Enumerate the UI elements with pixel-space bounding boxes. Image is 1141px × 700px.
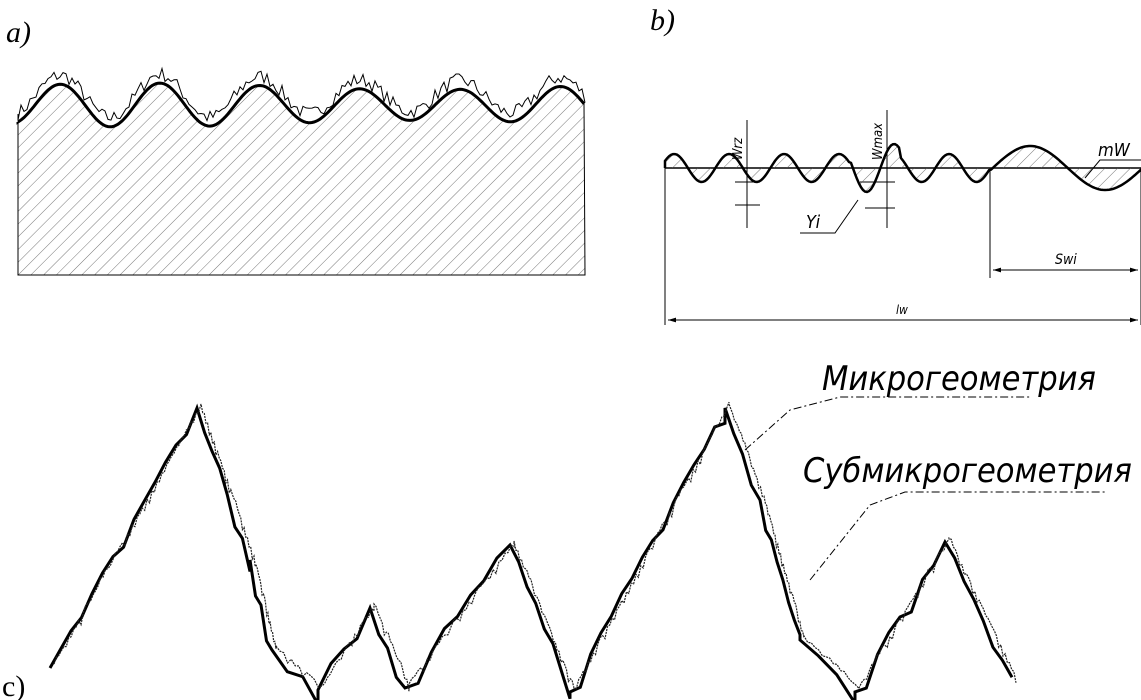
dim-label: Wmax (871, 122, 886, 160)
leader-line (809, 491, 1105, 581)
panel-label: c) (2, 670, 25, 700)
hatched-wave (665, 144, 1141, 192)
leader-line (800, 199, 859, 234)
wave (663, 142, 1141, 194)
dim-label: lw (896, 303, 908, 317)
dim-label: Wrz (731, 137, 746, 160)
panel-a (16, 66, 586, 276)
leader-line (744, 396, 1030, 451)
caption: Субмикрогеометрия (803, 451, 1132, 491)
panel-label: a) (6, 16, 31, 49)
panel-b: Wrz Wmax mW Yi Swi lw (663, 110, 1141, 325)
micro-profile (53, 401, 1017, 692)
submicro-profile (48, 403, 1014, 700)
dim-label: Swi (1055, 252, 1077, 268)
dim-label: mW (1098, 140, 1131, 161)
dim-label: Yi (806, 212, 821, 233)
wave-edge (16, 81, 586, 129)
panel-label: b) (650, 4, 675, 37)
rough-edge (17, 66, 586, 122)
caption: Микрогеометрия (822, 359, 1096, 399)
panel-c: Микрогеометрия Субмикрогеометрия (48, 359, 1132, 700)
